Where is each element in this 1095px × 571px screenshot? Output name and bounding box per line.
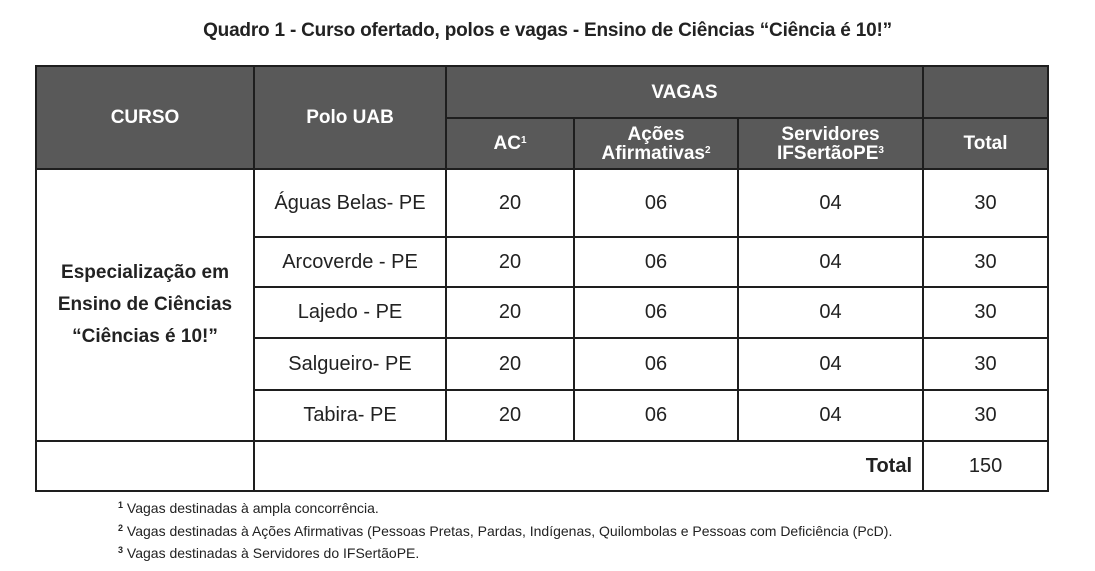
header-curso: CURSO xyxy=(35,65,255,170)
header-blank xyxy=(922,65,1050,119)
footnote-text: Vagas destinadas à Servidores do IFSertã… xyxy=(126,545,420,561)
total-cell: 30 xyxy=(922,286,1050,339)
course-name-cell: Especialização em Ensino de Ciências “Ci… xyxy=(35,168,255,442)
header-acoes-sup: 2 xyxy=(704,144,711,156)
total-cell: 30 xyxy=(922,389,1050,442)
polo-cell: Arcoverde - PE xyxy=(253,236,447,288)
footnote-number: 1 xyxy=(118,500,124,510)
header-row-2: AC1 Ações Afirmativas2 Servidores IFSertão… xyxy=(36,117,1050,170)
footer-blank-cell xyxy=(35,440,255,492)
table-row: Salgueiro- PE 20 06 04 30 xyxy=(36,337,1050,391)
header-serv-line2: IFSertãoPE xyxy=(777,142,879,164)
total-cell: 30 xyxy=(922,236,1050,288)
header-ac: AC1 xyxy=(445,117,575,170)
table-caption: Quadro 1 - Curso ofertado, polos e vagas… xyxy=(203,20,892,41)
servidores-cell: 04 xyxy=(736,286,925,339)
footnote-text: Vagas destinadas à Ações Afirmativas (Pe… xyxy=(126,522,893,539)
header-ac-label: AC xyxy=(493,133,521,154)
footnote-text: Vagas destinadas à ampla concorrência. xyxy=(126,500,379,516)
header-servidores: Servidores IFSertãoPE3 xyxy=(736,117,925,170)
acoes-cell: 06 xyxy=(573,168,739,238)
vacancies-table: CURSO Polo UAB VAGAS AC1 Ações Afirmativa… xyxy=(35,65,1050,492)
header-row-1: CURSO Polo UAB VAGAS xyxy=(35,65,1050,170)
ac-cell: 20 xyxy=(445,389,575,442)
course-line2: Ensino de Ciências xyxy=(57,294,233,315)
header-polo: Polo UAB xyxy=(253,65,447,170)
course-line3: “Ciências é 10!” xyxy=(72,326,218,347)
table-row: Especialização em Ensino de Ciências “Ci… xyxy=(35,168,1050,442)
footnote: 1 Vagas destinadas à ampla concorrência. xyxy=(118,497,892,520)
polo-cell: Salgueiro- PE xyxy=(253,337,447,391)
footnote-number: 3 xyxy=(118,545,124,555)
acoes-cell: 06 xyxy=(573,389,739,442)
table-row: Lajedo - PE 20 06 04 30 xyxy=(36,286,1050,339)
table-row: Tabira- PE 20 06 04 30 xyxy=(36,389,1050,442)
header-serv-sup: 3 xyxy=(878,144,884,156)
header-acoes-line2: Afirmativas xyxy=(601,142,705,164)
header-total: Total xyxy=(922,117,1050,170)
ac-cell: 20 xyxy=(445,168,575,238)
header-acoes-line1: Ações xyxy=(627,123,685,145)
acoes-cell: 06 xyxy=(573,337,739,391)
acoes-cell: 06 xyxy=(573,236,739,288)
total-cell: 30 xyxy=(922,168,1050,238)
servidores-cell: 04 xyxy=(736,236,925,288)
grand-total-value: 150 xyxy=(922,440,1050,492)
total-cell: 30 xyxy=(922,337,1050,391)
footnote: 2 Vagas destinadas à Ações Afirmativas (… xyxy=(118,520,892,543)
servidores-cell: 04 xyxy=(736,168,925,238)
ac-cell: 20 xyxy=(445,286,575,339)
polo-cell: Lajedo - PE xyxy=(253,286,447,339)
ac-cell: 20 xyxy=(445,236,575,288)
servidores-cell: 04 xyxy=(736,337,925,391)
header-vagas: VAGAS xyxy=(444,65,925,119)
header-acoes: Ações Afirmativas2 xyxy=(573,117,739,170)
header-serv-line1: Servidores xyxy=(781,123,880,145)
footnotes: 1 Vagas destinadas à ampla concorrência.… xyxy=(118,497,892,565)
table-row: Arcoverde - PE 20 06 04 30 xyxy=(36,236,1050,288)
course-line1: Especialização em xyxy=(61,262,229,283)
polo-cell: Águas Belas- PE xyxy=(253,168,447,238)
footnote-number: 2 xyxy=(118,522,124,533)
ac-cell: 20 xyxy=(445,337,575,391)
header-ac-sup: 1 xyxy=(520,135,527,146)
servidores-cell: 04 xyxy=(736,389,925,442)
footer-row: Total 150 xyxy=(35,440,1050,492)
footnote: 3 Vagas destinadas à Servidores do IFSer… xyxy=(118,542,892,565)
polo-cell: Tabira- PE xyxy=(253,389,447,442)
acoes-cell: 06 xyxy=(573,286,739,339)
grand-total-label: Total xyxy=(252,440,925,492)
